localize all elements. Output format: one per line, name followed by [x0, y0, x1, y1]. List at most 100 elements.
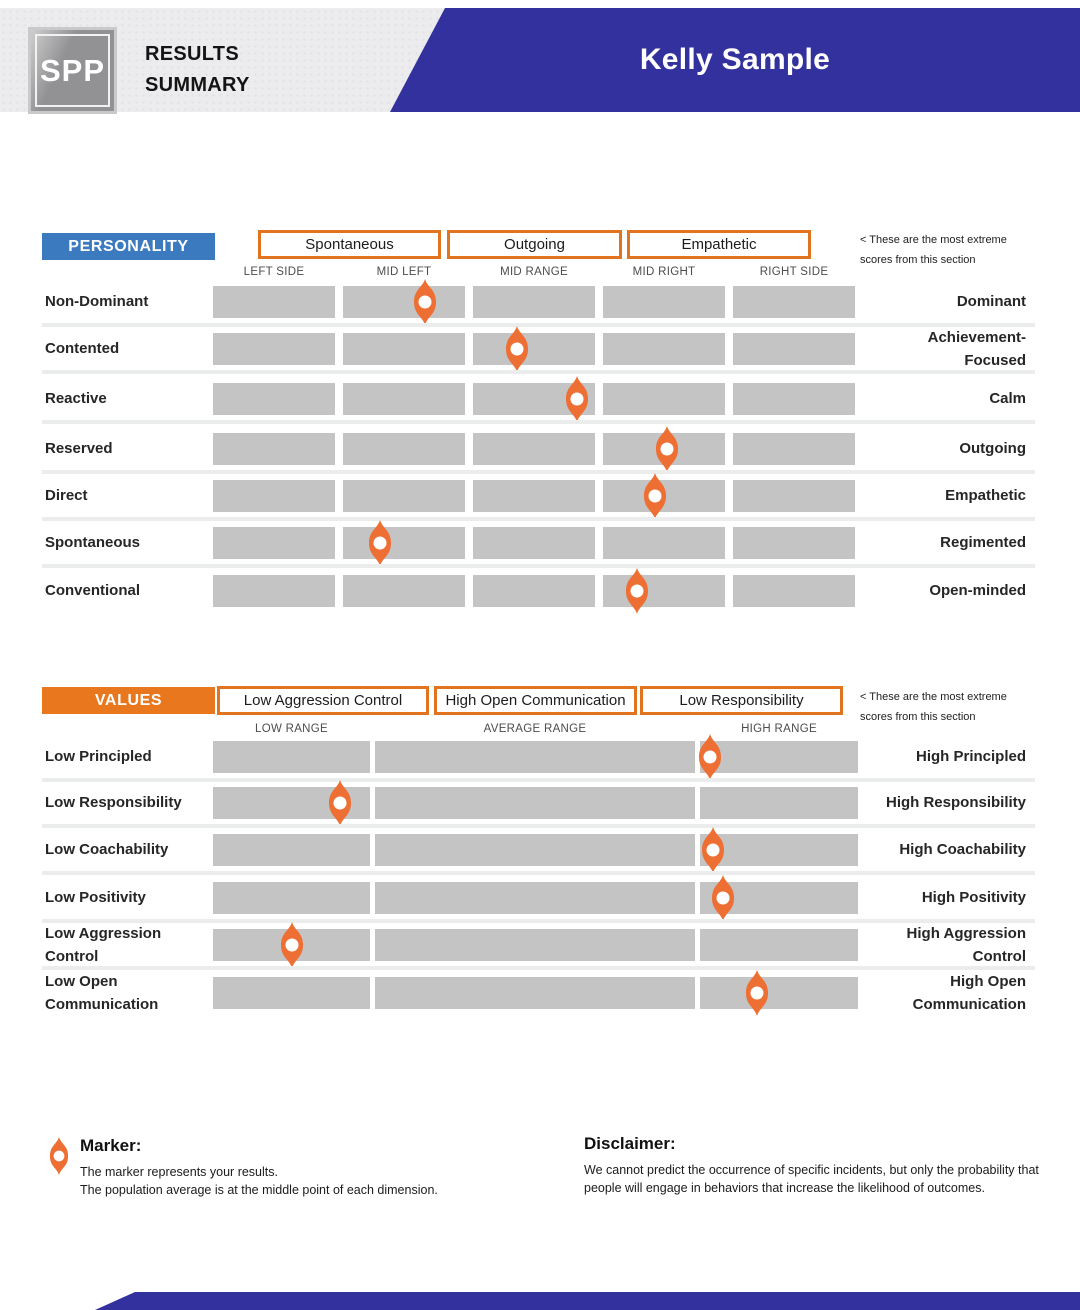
scale-bar-1 — [213, 333, 335, 365]
scale-bar-5 — [733, 527, 855, 559]
scale-bar-3 — [700, 834, 858, 866]
scale-bar-5 — [733, 480, 855, 512]
marker-legend-line1: The marker represents your results. — [80, 1165, 278, 1179]
row-separator — [42, 517, 1035, 521]
result-marker-icon — [697, 734, 723, 780]
result-marker-icon — [412, 279, 438, 325]
row-label-right: High Positivity — [921, 889, 1026, 907]
scale-bar-2 — [343, 333, 465, 365]
personality-extreme-box-3: Empathetic — [627, 230, 811, 259]
personality-col-header-2: MID LEFT — [376, 266, 432, 278]
row-separator — [42, 470, 1035, 474]
values-section-note: < These are the most extreme scores from… — [860, 691, 1007, 723]
values-extreme-box-1: Low Aggression Control — [217, 686, 429, 715]
marker-legend-title: Marker: — [80, 1136, 142, 1155]
row-separator — [42, 323, 1035, 327]
scale-bar-5 — [733, 575, 855, 607]
report-title-line2: SUMMARY — [145, 74, 250, 96]
row-label-right: Dominant — [956, 293, 1026, 311]
logo-text: SPP — [39, 52, 106, 88]
values-col-header-2: AVERAGE RANGE — [483, 723, 587, 735]
logo-shine — [31, 30, 114, 111]
row-label-left: Low Positivity — [45, 889, 146, 907]
scale-bar-1 — [213, 575, 335, 607]
scale-bar-3 — [473, 286, 595, 318]
row-label-left: Spontaneous — [45, 534, 141, 552]
result-marker-icon — [279, 922, 305, 968]
scale-bar-2 — [343, 286, 465, 318]
scale-bar-1 — [213, 383, 335, 415]
row-label-left: Reactive — [45, 390, 107, 408]
row-label-left: Low Responsibility — [45, 794, 182, 812]
row-separator — [42, 370, 1035, 374]
row-label-left: Low Coachability — [45, 841, 169, 859]
row-label-right: Empathetic — [945, 487, 1026, 505]
row-label-left: Contented — [45, 340, 120, 358]
scale-bar-5 — [733, 333, 855, 365]
scale-bar-1 — [213, 834, 370, 866]
scale-bar-2 — [343, 575, 465, 607]
scale-bar-4 — [603, 527, 725, 559]
row-label-left: Conventional — [45, 582, 141, 600]
row-label-left: Low Aggression Control — [45, 924, 162, 965]
row-label-right: High Aggression Control — [906, 924, 1026, 965]
scale-bar-1 — [213, 433, 335, 465]
personality-col-header-3: MID RANGE — [500, 266, 568, 278]
values-col-header-1: LOW RANGE — [255, 723, 328, 735]
row-label-right: High Responsibility — [885, 794, 1026, 812]
scale-bar-5 — [733, 383, 855, 415]
personality-extreme-box-2: Outgoing — [447, 230, 622, 259]
row-separator — [42, 871, 1035, 875]
scale-bar-1 — [213, 741, 370, 773]
logo-inner-frame — [35, 34, 110, 107]
values-extreme-box-2: High Open Communication — [434, 686, 637, 715]
scale-bar-3 — [700, 929, 858, 961]
scale-bar-3 — [700, 787, 858, 819]
scale-bar-2 — [375, 882, 695, 914]
scale-bar-1 — [213, 286, 335, 318]
row-label-left: Low Principled — [45, 748, 152, 766]
result-marker-icon — [744, 970, 770, 1016]
values-section-label: VALUES — [42, 687, 215, 714]
row-label-right: Achievement-Focused — [927, 328, 1026, 369]
result-marker-icon — [700, 827, 726, 873]
scale-bar-3 — [473, 333, 595, 365]
result-marker-icon — [327, 780, 353, 826]
scale-bar-3 — [473, 480, 595, 512]
scale-bar-4 — [603, 575, 725, 607]
scale-bar-2 — [375, 834, 695, 866]
scale-bar-3 — [473, 433, 595, 465]
result-marker-icon — [654, 426, 680, 472]
scale-bar-4 — [603, 333, 725, 365]
scale-bar-2 — [343, 383, 465, 415]
disclaimer-text: We cannot predict the occurrence of spec… — [584, 1163, 1039, 1196]
row-label-left: Non-Dominant — [45, 293, 149, 311]
row-label-right: Outgoing — [959, 440, 1026, 458]
disclaimer-title: Disclaimer: — [584, 1134, 676, 1153]
row-separator — [42, 778, 1035, 782]
scale-bar-3 — [473, 527, 595, 559]
marker-legend-line2: The population average is at the middle … — [80, 1183, 438, 1197]
scale-bar-3 — [700, 977, 858, 1009]
spp-logo: SPP — [28, 27, 117, 114]
marker-legend-icon — [46, 1137, 72, 1180]
scale-bar-2 — [375, 787, 695, 819]
person-name: Kelly Sample — [639, 43, 831, 76]
result-marker-icon — [624, 568, 650, 614]
result-marker-icon — [710, 875, 736, 921]
personality-section-label: PERSONALITY — [42, 233, 215, 260]
scale-bar-4 — [603, 286, 725, 318]
row-label-right: High Coachability — [899, 841, 1026, 859]
scale-bar-5 — [733, 433, 855, 465]
report-title-line1: RESULTS — [145, 43, 239, 65]
row-separator — [42, 919, 1035, 923]
result-marker-icon — [367, 520, 393, 566]
row-label-left: Reserved — [45, 440, 113, 458]
scale-bar-2 — [343, 480, 465, 512]
scale-bar-1 — [213, 527, 335, 559]
scale-bar-1 — [213, 977, 370, 1009]
result-marker-icon — [504, 326, 530, 372]
personality-col-header-1: LEFT SIDE — [243, 266, 305, 278]
result-marker-icon — [564, 376, 590, 422]
personality-extreme-box-1: Spontaneous — [258, 230, 441, 259]
